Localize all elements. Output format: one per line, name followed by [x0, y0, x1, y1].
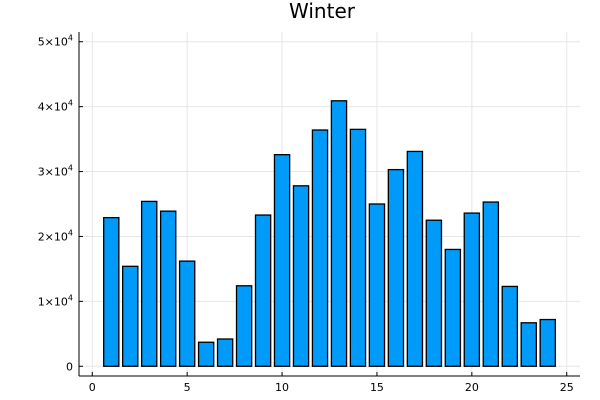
x-tick-label: 5: [184, 381, 191, 394]
x-tick-label: 15: [370, 381, 384, 394]
bar: [178, 260, 196, 367]
axes: [78, 32, 580, 377]
x-tick-label: 20: [465, 381, 479, 394]
y-ticks: 0 1×104 2×104 3×104 4×104 5×104: [38, 34, 83, 373]
y-tick-label: 3×104: [38, 164, 73, 179]
bar: [520, 322, 538, 367]
bars: [103, 100, 556, 367]
bar: [501, 285, 519, 367]
bar: [387, 168, 405, 367]
bar: [425, 219, 443, 367]
bar: [311, 129, 329, 367]
bar: [254, 214, 272, 367]
bar: [140, 200, 158, 367]
x-tick-label: 0: [89, 381, 96, 394]
bar: [292, 185, 310, 367]
bar: [235, 285, 253, 367]
bar: [482, 201, 500, 367]
bar: [197, 341, 215, 367]
chart-title: Winter: [289, 0, 356, 23]
y-tick-label: 4×104: [38, 99, 73, 114]
y-tick-label: 1×104: [38, 293, 73, 308]
bar: [330, 100, 348, 367]
x-tick-label: 10: [275, 381, 289, 394]
bar: [406, 150, 424, 367]
x-tick-label: 25: [560, 381, 574, 394]
bar: [463, 212, 481, 367]
bar: [159, 210, 177, 367]
bar: [444, 248, 462, 367]
x-ticks: 0 5 10 15 20 25: [89, 372, 574, 394]
bar: [216, 338, 234, 367]
bar: [368, 203, 386, 367]
y-tick-label: 0: [66, 360, 73, 373]
y-tick-label: 5×104: [38, 34, 73, 49]
y-tick-label: 2×104: [38, 228, 73, 243]
bar: [103, 216, 120, 367]
bar: [273, 154, 291, 367]
bar: [539, 318, 556, 367]
bar: [121, 265, 139, 367]
bar: [349, 128, 367, 367]
